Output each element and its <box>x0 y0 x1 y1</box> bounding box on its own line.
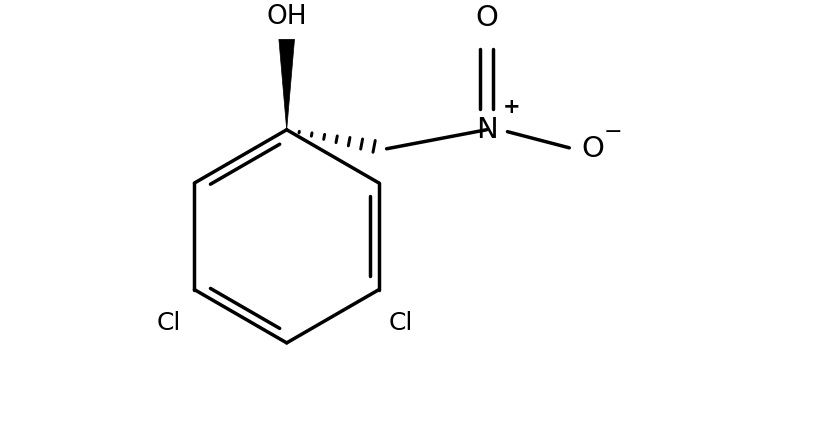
Text: O: O <box>582 135 604 163</box>
Polygon shape <box>279 39 294 130</box>
Text: OH: OH <box>267 4 307 30</box>
Text: +: + <box>502 97 520 117</box>
Text: Cl: Cl <box>156 311 181 335</box>
Text: N: N <box>476 116 497 144</box>
Text: Cl: Cl <box>389 311 413 335</box>
Text: O: O <box>475 4 498 32</box>
Text: −: − <box>604 122 622 142</box>
